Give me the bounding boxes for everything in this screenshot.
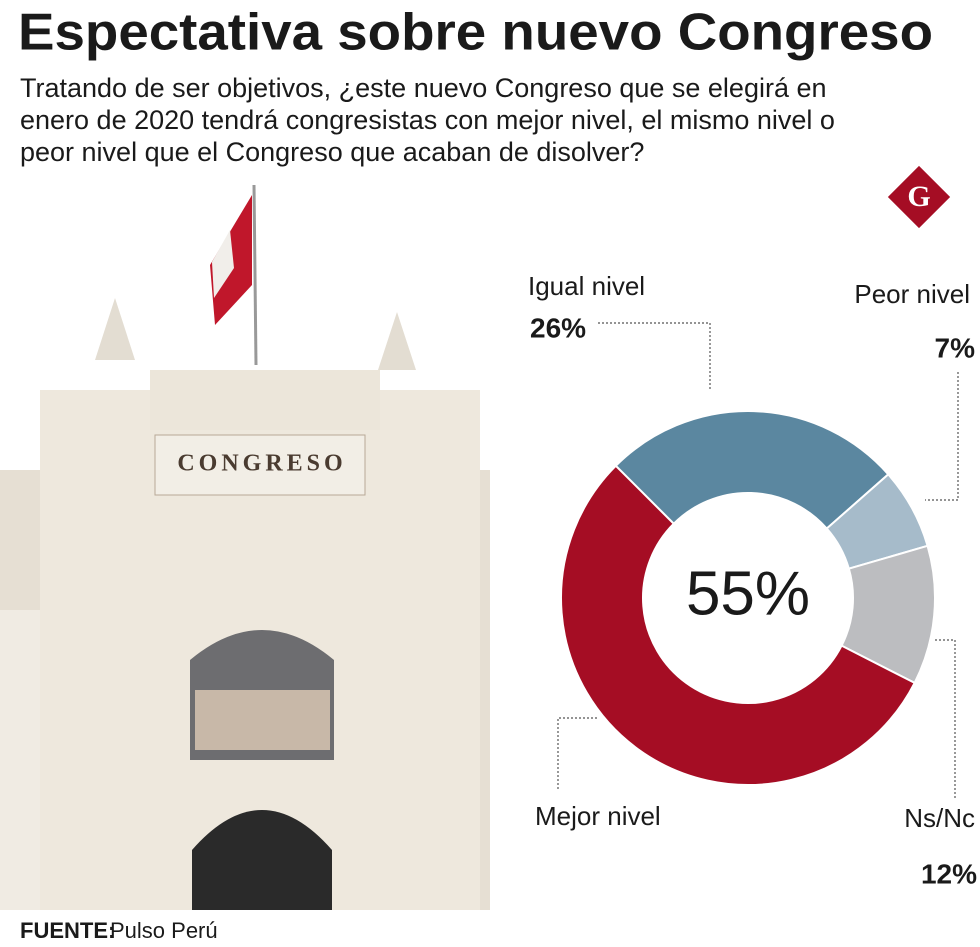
logo-letter: G (907, 180, 930, 213)
leader-lines (557, 322, 959, 800)
subtitle-line: Tratando de ser objetivos, ¿este nuevo C… (20, 73, 827, 103)
category-label: Peor nivel (854, 279, 970, 309)
category-label: Ns/Nc (904, 803, 975, 833)
logo: G (887, 165, 951, 229)
source: Pulso Perú (110, 918, 218, 943)
category-label: Mejor nivel (535, 801, 661, 831)
donut-segment (560, 464, 916, 786)
subtitle-line: enero de 2020 tendrá congresistas con me… (20, 105, 835, 135)
value-label: 26% (530, 312, 586, 343)
source-label: FUENTE: (20, 918, 115, 943)
value-label: 7% (935, 332, 976, 363)
center-value-label: 55% (686, 559, 810, 628)
donut-segment (614, 410, 890, 530)
subtitle-line: peor nivel que el Congreso que acaban de… (20, 137, 644, 167)
value-label: 12% (921, 858, 977, 889)
category-label: Igual nivel (528, 271, 645, 301)
photo-text: CONGRESO (177, 451, 346, 477)
building-photo: CONGRESO (0, 184, 490, 910)
chart-title: Espectativa sobre nuevo Congreso (18, 4, 933, 62)
logo-badge (887, 165, 951, 229)
